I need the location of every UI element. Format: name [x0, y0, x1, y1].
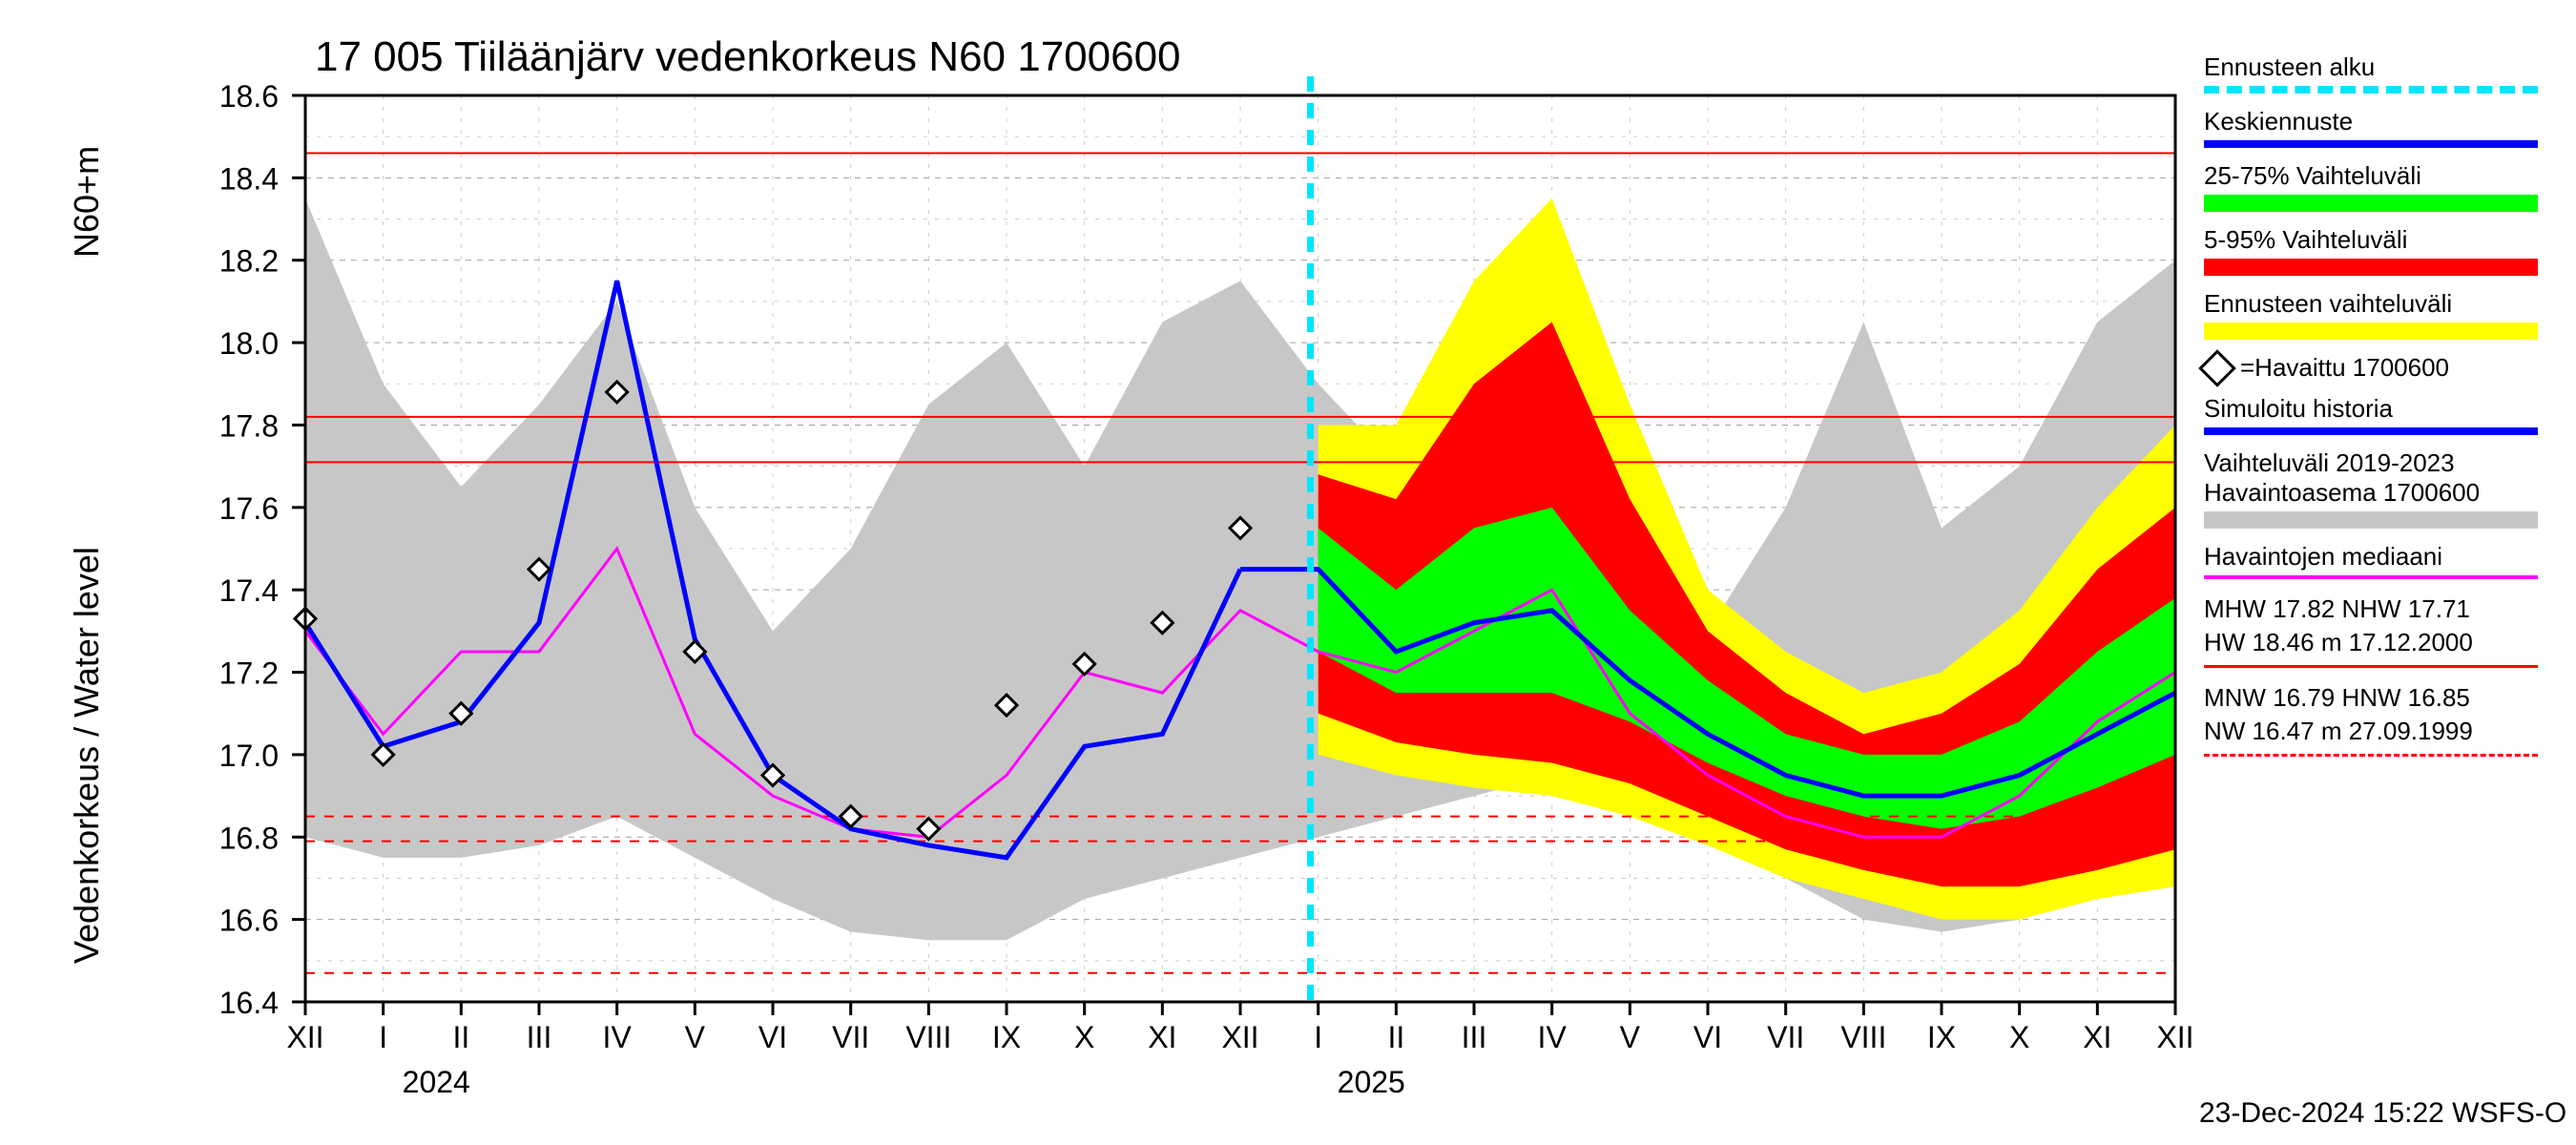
legend-swatch [2204, 427, 2538, 435]
x-tick-label: VIII [1840, 1020, 1886, 1054]
x-tick-label: VIII [905, 1020, 951, 1054]
x-tick-label: V [1620, 1020, 1641, 1054]
x-tick-label: III [1462, 1020, 1487, 1054]
y-tick-label: 17.8 [219, 408, 279, 443]
y-tick-label: 17.6 [219, 491, 279, 526]
ref-rule-solid-icon [2204, 665, 2538, 668]
footer-timestamp: 23-Dec-2024 15:22 WSFS-O [2199, 1097, 2566, 1130]
ref-rule-dashed-icon [2204, 754, 2538, 757]
legend-label: Simuloitu historia [2204, 394, 2557, 424]
x-tick-label: VII [1767, 1020, 1804, 1054]
legend-swatch [2204, 511, 2538, 529]
legend-item: =Havaittu 1700600 [2204, 353, 2557, 383]
y-tick-label: 16.6 [219, 904, 279, 938]
x-tick-label: IV [603, 1020, 633, 1054]
x-tick-label: X [2009, 1020, 2029, 1054]
legend-label: Vaihteluväli 2019-2023 [2204, 448, 2557, 478]
legend-label: 25-75% Vaihteluväli [2204, 161, 2557, 191]
y-tick-label: 18.4 [219, 161, 279, 196]
legend-item: Vaihteluväli 2019-2023 Havaintoasema 170… [2204, 448, 2557, 529]
x-tick-label: I [1314, 1020, 1322, 1054]
legend-label: 5-95% Vaihteluväli [2204, 225, 2557, 255]
legend: Ennusteen alku Keskiennuste 25-75% Vaihtel… [2204, 52, 2557, 770]
x-year-label: 2024 [403, 1065, 470, 1099]
x-tick-label: I [379, 1020, 387, 1054]
legend-swatch [2204, 259, 2538, 276]
x-tick-label: VII [832, 1020, 869, 1054]
y-tick-label: 17.2 [219, 656, 279, 691]
x-tick-label: XII [1221, 1020, 1258, 1054]
y-tick-label: 16.8 [219, 821, 279, 855]
ref-text-mhw: MHW 17.82 NHW 17.71 [2204, 593, 2557, 626]
legend-item: Ennusteen alku [2204, 52, 2557, 94]
legend-swatch [2204, 140, 2538, 148]
legend-label: Keskiennuste [2204, 107, 2557, 136]
x-tick-label: IX [1927, 1020, 1956, 1054]
x-year-label: 2025 [1338, 1065, 1405, 1099]
y-tick-label: 18.6 [219, 79, 279, 114]
legend-label: Ennusteen vaihteluväli [2204, 289, 2557, 319]
y-tick-label: 16.4 [219, 986, 279, 1020]
legend-item: Ennusteen vaihteluväli [2204, 289, 2557, 340]
legend-item: Simuloitu historia [2204, 394, 2557, 435]
legend-swatch [2204, 575, 2538, 579]
x-tick-label: XII [2156, 1020, 2193, 1054]
legend-item: Havaintojen mediaani [2204, 542, 2557, 579]
x-tick-label: IV [1538, 1020, 1568, 1054]
x-tick-label: IX [992, 1020, 1021, 1054]
x-tick-label: XII [286, 1020, 323, 1054]
ref-text-hw: HW 18.46 m 17.12.2000 [2204, 626, 2557, 659]
x-tick-label: VI [1693, 1020, 1722, 1054]
forecast-chart: 16.4 16.6 16.8 17.0 17.2 17.4 17.6 17.8 18.0 18.2… [0, 0, 2576, 1145]
legend-label: Ennusteen alku [2204, 52, 2557, 82]
legend-label: =Havaittu 1700600 [2240, 353, 2449, 383]
x-tick-label: XI [2083, 1020, 2111, 1054]
legend-swatch [2204, 195, 2538, 212]
y-tick-label: 17.4 [219, 573, 279, 608]
diamond-icon [2198, 349, 2236, 387]
y-tick-label: 17.0 [219, 739, 279, 773]
x-tick-label: XI [1148, 1020, 1176, 1054]
x-tick-label: III [527, 1020, 552, 1054]
legend-swatch [2204, 86, 2538, 94]
legend-item: 25-75% Vaihteluväli [2204, 161, 2557, 212]
legend-swatch [2204, 323, 2538, 340]
ref-text-nw: NW 16.47 m 27.09.1999 [2204, 715, 2557, 748]
x-tick-label: X [1074, 1020, 1094, 1054]
ref-text-mnw: MNW 16.79 HNW 16.85 [2204, 681, 2557, 715]
legend-sublabel: Havaintoasema 1700600 [2204, 478, 2557, 508]
y-tick-label: 18.0 [219, 326, 279, 361]
legend-label: Havaintojen mediaani [2204, 542, 2557, 572]
legend-item: Keskiennuste [2204, 107, 2557, 148]
chart-page: 17 005 Tiiläänjärv vedenkorkeus N60 1700… [0, 0, 2576, 1145]
x-tick-label: II [1387, 1020, 1404, 1054]
x-tick-label: V [685, 1020, 706, 1054]
x-tick-label: VI [758, 1020, 787, 1054]
x-tick-label: II [452, 1020, 469, 1054]
legend-item: 5-95% Vaihteluväli [2204, 225, 2557, 276]
y-tick-label: 18.2 [219, 244, 279, 279]
